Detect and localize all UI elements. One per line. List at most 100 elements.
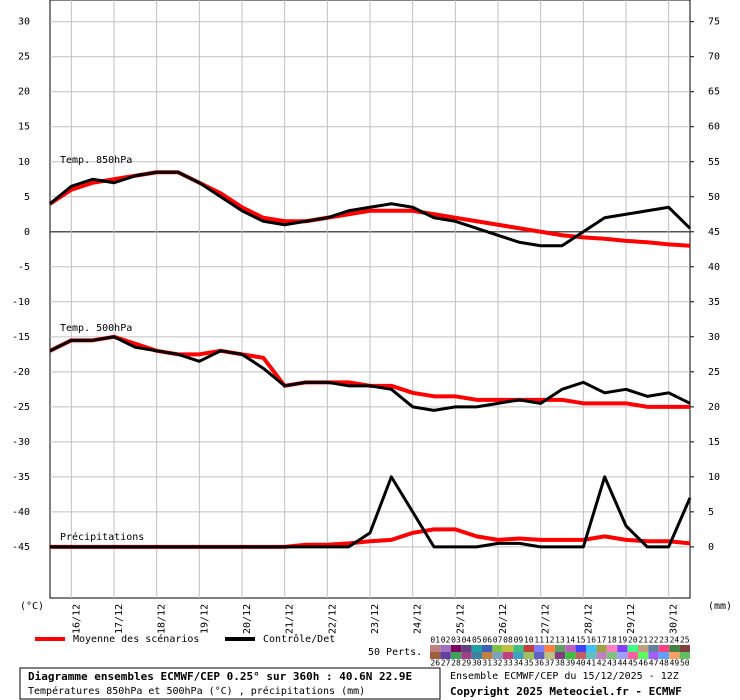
y-tick-label: 20 [18,87,30,98]
series-line [49,170,692,248]
perturbation-swatch [586,652,597,659]
perturbation-swatch [554,652,566,659]
perturbation-label: 09 [514,636,524,645]
perturbation-swatch [679,652,690,659]
perturbation-swatch [513,645,524,652]
y2-tick-label: 0 [708,542,714,553]
perturbation-label: 43 [607,659,617,668]
perturbation-swatch [648,645,659,652]
x-tick-label: 17/12 [114,604,125,634]
perturbation-swatch [482,652,493,659]
y2-tick-label: 60 [708,122,720,133]
y2-tick-label: 10 [708,472,720,483]
y2-tick-label: 70 [708,52,720,63]
perturbation-swatch [617,652,628,659]
title-box [19,667,441,700]
x-tick-label: 22/12 [327,604,338,634]
perturbation-swatch [450,645,462,652]
x-tick-label: 16/12 [71,604,82,634]
perturbation-swatch [471,652,482,659]
x-tick-label: 20/12 [242,604,253,634]
perturbation-swatch [492,645,503,652]
y-tick-label: 5 [24,192,30,203]
perturbation-swatch [471,645,482,652]
perturbation-swatch [523,645,534,652]
perturbation-swatch [461,652,472,659]
perturbation-label: 48 [659,659,669,668]
perturbations-label: 50 Perts. [368,647,422,658]
perturbation-label: 37 [545,659,555,668]
y-tick-label: -20 [12,367,30,378]
y-tick-label: -30 [12,437,30,448]
perturbation-label: 45 [628,659,638,668]
y-tick-label: -35 [12,472,30,483]
y-tick-label: -45 [12,542,30,553]
perturbation-label: 24 [670,636,680,645]
perturbation-label: 19 [618,636,628,645]
x-tick-label: 26/12 [498,604,509,634]
panel-label: Précipitations [60,531,144,543]
perturbation-label: 23 [659,636,669,645]
perturbation-label: 11 [534,636,544,645]
perturbation-label: 33 [503,659,513,668]
perturbation-label: 17 [597,636,607,645]
perturbation-label: 42 [597,659,607,668]
perturbation-swatch [565,645,576,652]
x-tick-label: 29/12 [626,604,637,634]
perturbation-label: 46 [638,659,648,668]
perturbation-swatch [669,645,680,652]
perturbation-label: 36 [534,659,544,668]
x-tick-label: 30/12 [669,604,680,634]
perturbation-swatch [534,652,545,659]
perturbation-swatch [596,652,607,659]
y-tick-label: 10 [18,157,30,168]
perturbation-label: 41 [586,659,596,668]
panel-label: Temp. 850hPa [60,155,132,166]
perturbation-label: 50 [680,659,690,668]
panel-label: Temp. 500hPa [60,323,132,334]
perturbation-swatch [523,652,534,659]
y-axis-label: (°C) [20,601,44,612]
perturbation-label: 34 [514,659,524,668]
perturbation-swatch [482,645,493,652]
perturbation-label: 05 [472,636,482,645]
perturbation-label: 22 [649,636,659,645]
perturbation-swatch [502,652,514,659]
perturbation-label: 38 [555,659,565,668]
perturbation-label: 31 [482,659,492,668]
perturbation-label: 12 [545,636,555,645]
series-line [49,335,691,412]
y-tick-label: -25 [12,402,30,413]
perturbation-swatch [679,645,690,652]
perturbation-label: 08 [503,636,513,645]
perturbation-swatch [513,652,524,659]
perturbation-swatch [565,652,576,659]
perturbation-label: 47 [649,659,659,668]
perturbation-swatch [554,645,566,652]
perturbation-label: 14 [566,636,576,645]
y-tick-label: -5 [18,262,30,273]
perturbation-label: 16 [586,636,596,645]
perturbation-swatch [575,645,586,652]
perturbation-swatch [440,652,451,659]
y2-tick-label: 15 [708,437,720,448]
y2-tick-label: 35 [708,297,720,308]
series-line [50,475,692,549]
perturbation-label: 10 [524,636,534,645]
perturbation-label: 04 [462,636,472,645]
perturbation-label: 13 [555,636,565,645]
chart-subtitle: Températures 850hPa et 500hPa (°C) , pré… [28,685,365,697]
legend-label: Contrôle/Det [263,633,335,645]
x-tick-label: 24/12 [413,604,424,634]
perturbation-swatch [534,645,545,652]
y-tick-label: 25 [18,52,30,63]
legend-label: Moyenne des scénarios [73,633,199,645]
y2-tick-label: 75 [708,17,720,28]
y-tick-label: 30 [18,17,30,28]
perturbation-swatch [669,652,680,659]
perturbation-swatch [544,652,555,659]
y-tick-label: -40 [12,507,30,518]
y-tick-label: -10 [12,297,30,308]
y-tick-label: -15 [12,332,30,343]
